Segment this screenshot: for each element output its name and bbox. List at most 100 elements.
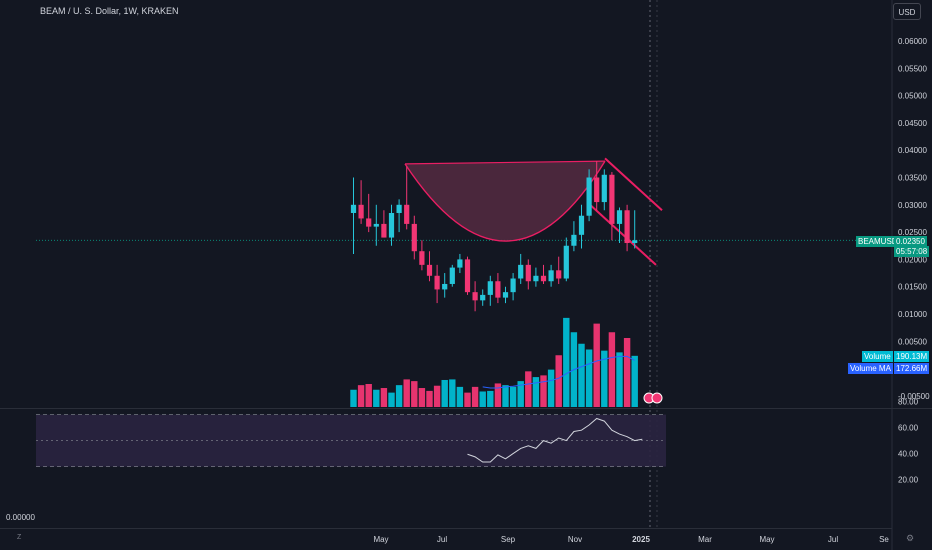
candle-body (366, 218, 372, 227)
candle-body (540, 275, 547, 282)
volume-ma-line (482, 355, 635, 389)
price-tick-label: 0.05500 (898, 64, 927, 73)
volume-bar (601, 350, 608, 407)
gear-icon[interactable]: ⚙ (906, 533, 915, 543)
cup-rim (404, 160, 606, 165)
price-tick-label: 0.00500 (898, 337, 927, 346)
cup-curve (404, 160, 606, 242)
volume-bar (388, 392, 395, 407)
candle-body (426, 264, 433, 276)
candle-body (464, 259, 471, 293)
candle-body (594, 177, 600, 203)
volume-bar (357, 385, 365, 407)
rsi-tick-label: 80.00 (898, 398, 919, 407)
volume-bar (517, 381, 524, 407)
handle-top-line (604, 157, 663, 211)
candle-body (556, 270, 562, 279)
volume-ma-label-tag: Volume MA (848, 363, 893, 374)
volume-value-tag: 190.13M (894, 351, 930, 362)
rsi-tick-label: 40.00 (898, 450, 919, 459)
candle-body (632, 240, 638, 244)
candle-body (396, 204, 402, 213)
candle-body (624, 210, 630, 244)
volume-bar (464, 392, 471, 407)
time-tick-label: Se (879, 535, 889, 544)
volume-bar (578, 343, 585, 407)
candle-body (609, 174, 615, 224)
volume-bar (350, 389, 357, 407)
time-tick-label: Nov (568, 535, 582, 544)
time-tick-label: Jul (828, 535, 838, 544)
candle-body (616, 210, 623, 224)
candle-body (472, 292, 478, 301)
volume-bar (585, 349, 593, 407)
candle-body (350, 204, 357, 213)
volume-bar (608, 332, 616, 407)
volume-bar (555, 355, 562, 407)
volume-bar (487, 390, 494, 407)
candle-body (571, 234, 577, 246)
time-tick-label: May (759, 535, 774, 544)
candle-body (449, 267, 455, 284)
candle-body (404, 204, 410, 224)
volume-bar (433, 385, 441, 407)
volume-bar (471, 386, 479, 407)
time-tick-label: Jul (437, 535, 447, 544)
volume-ma-value-tag: 172.66M (894, 363, 930, 374)
volume-bar (525, 371, 532, 407)
candle-body (495, 281, 501, 298)
price-tag: 0.02350 (894, 236, 927, 247)
time-tick-label: Mar (698, 535, 712, 544)
symbol-tag: BEAMUSD (856, 236, 900, 247)
volume-bar (547, 369, 555, 407)
volume-label-tag: Volume (862, 351, 893, 362)
countdown-tag: 05:57:08 (894, 246, 930, 257)
candle-body (525, 264, 531, 282)
candle-body (533, 275, 539, 282)
cup-fill (405, 161, 605, 242)
volume-bar (403, 379, 410, 407)
price-tick-label: 0.04000 (898, 146, 927, 155)
candle-body (457, 259, 463, 268)
time-tick-label: Sep (501, 535, 516, 544)
candle-body (601, 174, 607, 203)
rsi-tick-label: 20.00 (898, 476, 919, 485)
logo: Z (17, 534, 22, 541)
candle-body (434, 275, 440, 290)
price-tick-label: 0.01000 (898, 310, 927, 319)
volume-bar (380, 388, 388, 407)
volume-bar (631, 355, 638, 407)
volume-bar (502, 385, 509, 407)
left-axis-value: 0.00000 (6, 513, 35, 522)
volume-bar (616, 352, 623, 407)
candle-body (442, 283, 448, 290)
currency-button[interactable]: USD (893, 3, 921, 20)
candle-body (480, 294, 486, 301)
volume-bar (494, 383, 502, 407)
volume-bar (426, 390, 433, 407)
volume-bar (479, 391, 486, 407)
volume-bar (509, 386, 517, 407)
candle-body (510, 278, 516, 293)
chart-title: BEAM / U. S. Dollar, 1W, KRAKEN (40, 6, 179, 16)
volume-bar (418, 388, 426, 407)
volume-bar (449, 379, 456, 407)
price-tick-label: 0.05000 (898, 92, 927, 101)
price-tick-label: -0.00500 (898, 392, 930, 401)
candle-body (502, 292, 509, 298)
candle-body (373, 223, 379, 227)
candle-body (419, 251, 425, 265)
rsi-line (467, 417, 643, 463)
candle-body (563, 245, 569, 279)
price-tick-label: 0.04500 (898, 119, 927, 128)
price-tick-label: 0.06000 (898, 37, 927, 46)
volume-bar (373, 389, 380, 407)
candle-body (578, 215, 585, 235)
rsi-tick-label: 60.00 (898, 424, 919, 433)
handle-bottom-line (589, 204, 657, 266)
candle-body (548, 270, 554, 282)
candle-body (586, 177, 592, 216)
candle-body (411, 223, 417, 252)
